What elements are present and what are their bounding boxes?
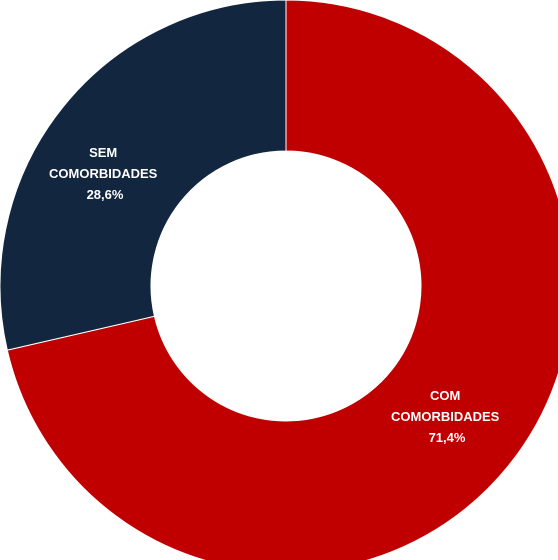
donut-labels: COM COMORBIDADES 71,4% SEM COMORBIDADES … xyxy=(49,145,503,445)
slice-label-com-value: 71,4% xyxy=(429,430,466,445)
slice-label-sem: SEM COMORBIDADES 28,6% xyxy=(49,145,161,202)
slice-label-sem-value: 28,6% xyxy=(87,187,124,202)
slice-label-com: COM COMORBIDADES 71,4% xyxy=(391,388,503,445)
slice-label-com-line2: COMORBIDADES xyxy=(391,409,500,424)
donut-slice-sem-comorbidades xyxy=(0,0,287,351)
slice-label-sem-line1: SEM xyxy=(89,145,117,160)
slice-label-com-line1: COM xyxy=(430,388,460,403)
slice-label-sem-line2: COMORBIDADES xyxy=(49,166,158,181)
donut-slice-com-comorbidades xyxy=(6,0,558,560)
